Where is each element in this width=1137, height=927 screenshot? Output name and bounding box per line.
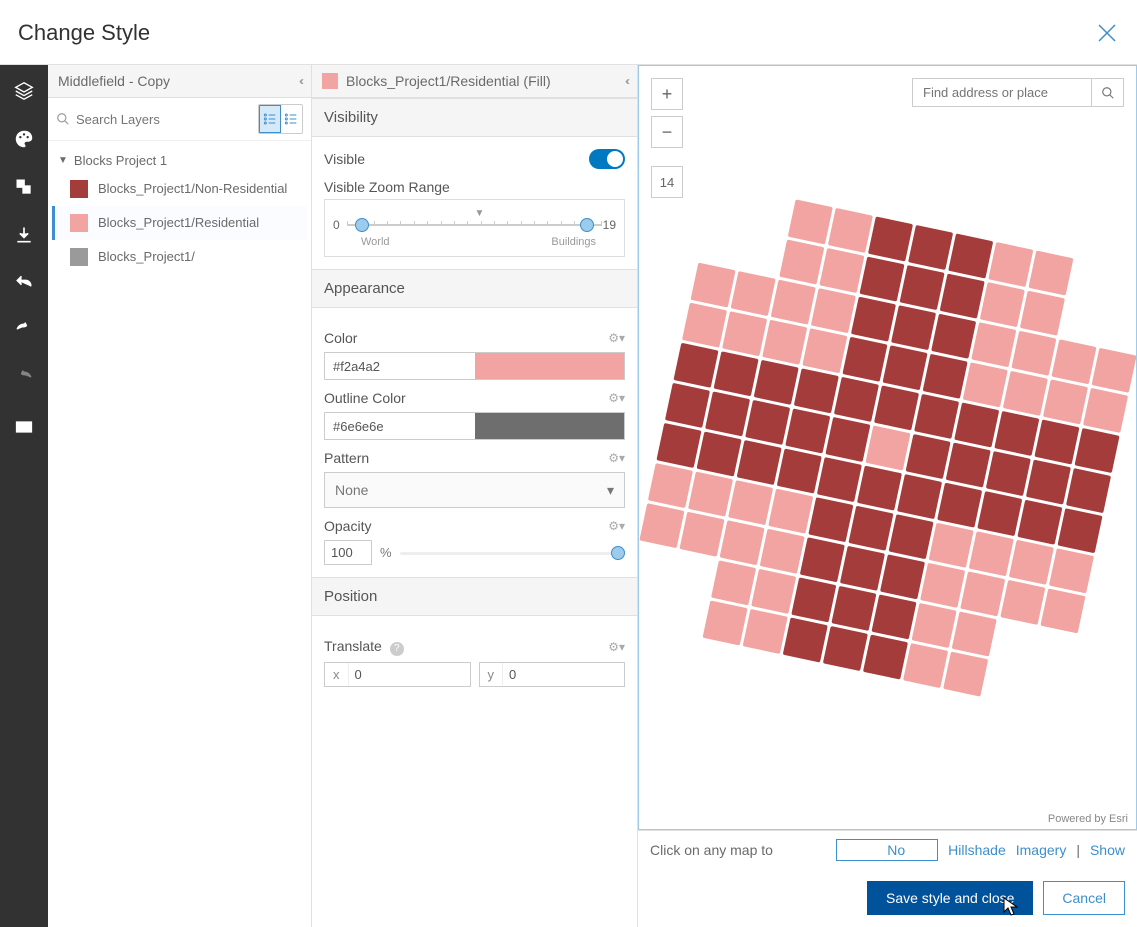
zoom-in-button[interactable]: + <box>651 78 683 110</box>
zoom-range-slider[interactable]: 0 ▼ 19 World Buildings <box>333 216 616 252</box>
zoom-out-button[interactable]: − <box>651 116 683 148</box>
visible-label: Visible <box>324 151 365 167</box>
tool-rail <box>0 65 48 927</box>
map-panel: + − 14 Powered by Esri Click on any map … <box>638 65 1137 927</box>
layers-icon[interactable] <box>10 77 38 105</box>
list-detailed-icon[interactable] <box>259 105 281 133</box>
download-icon[interactable] <box>10 221 38 249</box>
mail-icon[interactable] <box>10 413 38 441</box>
chevron-down-icon: ▼ <box>475 208 485 219</box>
gear-icon[interactable]: ⚙▾ <box>608 640 625 654</box>
opacity-unit: % <box>380 545 392 560</box>
basemap-hillshade-link[interactable]: Hillshade <box>948 842 1006 858</box>
map-search-button[interactable] <box>1092 78 1124 107</box>
translate-label: Translate <box>324 638 382 654</box>
opacity-label: Opacity <box>324 518 371 534</box>
color-input[interactable] <box>325 353 475 379</box>
translate-y-label: y <box>480 663 504 686</box>
collapse-props-icon[interactable]: ‹‹ <box>625 74 627 88</box>
zoom-level-indicator: 14 <box>651 166 683 198</box>
translate-x-label: x <box>325 663 349 686</box>
map-preview <box>639 66 1136 829</box>
close-button[interactable] <box>1095 21 1119 45</box>
chevron-down-icon: ▾ <box>607 482 614 499</box>
map-attribution: Powered by Esri <box>1048 813 1128 825</box>
layers-panel-title: Middlefield - Copy <box>58 73 170 89</box>
gear-icon[interactable]: ⚙▾ <box>608 391 625 405</box>
pattern-select[interactable]: None ▾ <box>324 472 625 508</box>
basemap-imagery-link[interactable]: Imagery <box>1016 842 1067 858</box>
layer-item-label: Blocks_Project1/ <box>98 249 195 266</box>
help-icon[interactable]: ? <box>390 642 404 656</box>
zoom-min-value: 0 <box>333 218 340 232</box>
zoom-max-sublabel: Buildings <box>551 236 596 248</box>
gear-icon[interactable]: ⚙▾ <box>608 451 625 465</box>
divider: | <box>1076 842 1080 858</box>
layer-group-label: Blocks Project 1 <box>74 153 167 168</box>
palette-icon[interactable] <box>10 125 38 153</box>
layer-group[interactable]: ▼ Blocks Project 1 <box>52 149 307 172</box>
collapse-layers-icon[interactable]: ‹‹ <box>299 74 301 88</box>
position-section-header: Position <box>312 577 637 616</box>
outline-color-preview[interactable] <box>475 413 625 439</box>
layer-swatch <box>70 248 88 266</box>
search-icon <box>1101 86 1115 100</box>
appearance-section-header: Appearance <box>312 269 637 308</box>
layer-swatch <box>70 214 88 232</box>
basemap-show-link[interactable]: Show <box>1090 842 1125 858</box>
layer-swatch <box>70 180 88 198</box>
shape-icon[interactable] <box>10 173 38 201</box>
outline-color-input[interactable] <box>325 413 475 439</box>
map-view[interactable]: + − 14 Powered by Esri <box>638 65 1137 830</box>
props-header-swatch <box>322 73 338 89</box>
layer-item-blocks[interactable]: Blocks_Project1/ <box>52 240 307 274</box>
map-search-input[interactable] <box>912 78 1092 107</box>
layer-item-label: Blocks_Project1/Non-Residential <box>98 181 287 198</box>
pattern-label: Pattern <box>324 450 369 466</box>
pattern-value: None <box>335 482 368 498</box>
basemap-bar: Click on any map to No Hillshade Imagery… <box>638 830 1137 869</box>
opacity-slider[interactable] <box>400 546 625 560</box>
basemap-prompt: Click on any map to <box>650 842 773 858</box>
layer-item-nonresidential[interactable]: Blocks_Project1/Non-Residential <box>52 172 307 206</box>
redo-forward-icon[interactable] <box>10 365 38 393</box>
zoom-range-label: Visible Zoom Range <box>324 179 625 195</box>
save-button[interactable]: Save style and close <box>867 881 1033 915</box>
gear-icon[interactable]: ⚙▾ <box>608 331 625 345</box>
props-header-title: Blocks_Project1/Residential (Fill) <box>346 73 617 89</box>
visible-toggle[interactable] <box>589 149 625 169</box>
undo-icon[interactable] <box>10 269 38 297</box>
layer-item-label: Blocks_Project1/Residential <box>98 215 259 232</box>
layers-panel: Middlefield - Copy ‹‹ ▼ Blocks Project 1 <box>48 65 312 927</box>
chevron-down-icon: ▼ <box>58 155 68 166</box>
zoom-max-value: 19 <box>603 218 616 232</box>
zoom-min-sublabel: World <box>361 236 390 248</box>
gear-icon[interactable]: ⚙▾ <box>608 519 625 533</box>
translate-x-input[interactable] <box>349 663 470 686</box>
opacity-input[interactable] <box>324 540 372 565</box>
search-icon <box>56 112 70 126</box>
visibility-section-header: Visibility <box>312 98 637 137</box>
outline-color-label: Outline Color <box>324 390 406 406</box>
translate-y-input[interactable] <box>503 663 624 686</box>
properties-panel: Blocks_Project1/Residential (Fill) ‹‹ Vi… <box>312 65 638 927</box>
layer-item-residential[interactable]: Blocks_Project1/Residential <box>52 206 307 240</box>
basemap-no-button[interactable]: No <box>836 839 938 861</box>
search-layers-input[interactable] <box>76 108 252 131</box>
redo-back-icon[interactable] <box>10 317 38 345</box>
cancel-button[interactable]: Cancel <box>1043 881 1125 915</box>
color-label: Color <box>324 330 357 346</box>
color-preview[interactable] <box>475 353 625 379</box>
list-simple-icon[interactable] <box>281 105 302 133</box>
modal-title: Change Style <box>18 20 150 46</box>
